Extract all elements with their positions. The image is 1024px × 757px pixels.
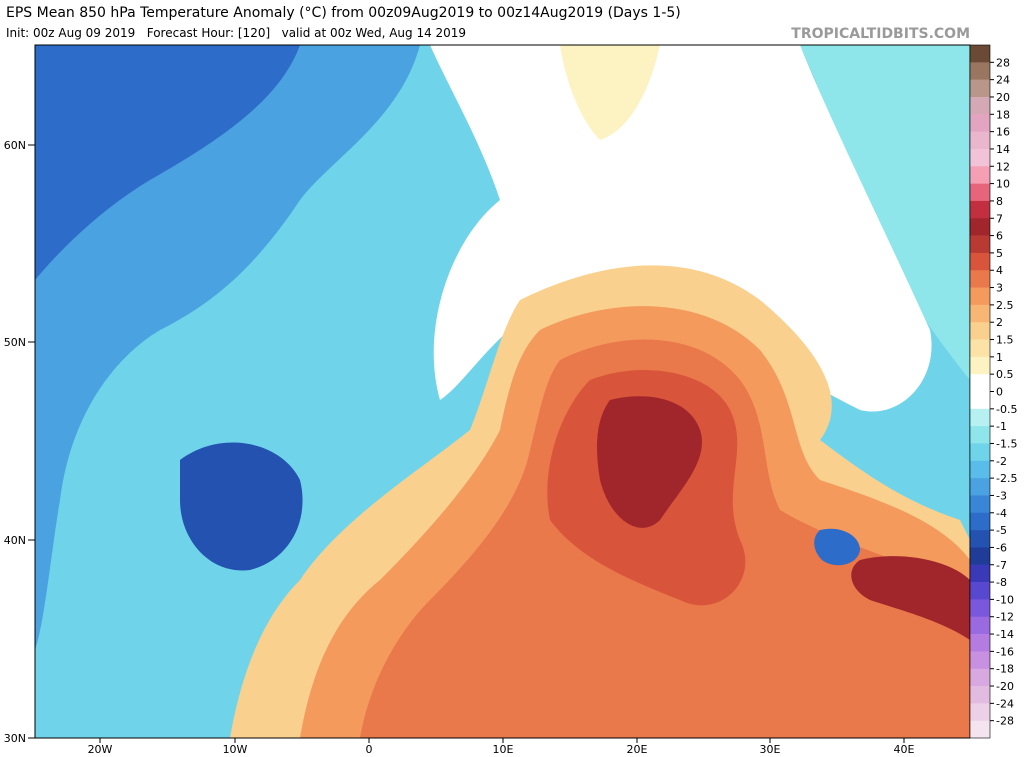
lat-label: 30N [4,732,26,745]
colorbar-label: 16 [996,126,1010,139]
colorbar-swatch [970,564,990,583]
colorbar-label: 18 [996,108,1010,121]
colorbar-label: 0 [996,386,1003,399]
colorbar-swatch [970,582,990,600]
lon-label: 10W [223,743,248,756]
colorbar-swatch [970,599,990,618]
colorbar-swatch [970,79,990,98]
colorbar-swatch [970,114,990,132]
colorbar-label: 12 [996,160,1010,173]
colorbar-label: 6 [996,230,1003,243]
colorbar-swatch [970,391,990,410]
colorbar-label: -7 [996,559,1007,572]
colorbar-swatch [970,478,990,496]
colorbar-swatch [970,322,990,340]
colorbar-label: 1.5 [996,334,1014,347]
colorbar-swatch [970,339,990,358]
colorbar-swatch [970,131,990,150]
colorbar-label: -14 [996,628,1014,641]
colorbar-swatch [970,252,990,271]
map [34,44,971,739]
colorbar-label: -1.5 [996,437,1017,450]
lat-label: 50N [4,336,26,349]
colorbar-label: -4 [996,507,1007,520]
colorbar-label: -16 [996,645,1014,658]
colorbar-swatch [970,443,990,462]
colorbar-label: -5 [996,524,1007,537]
colorbar-swatch [970,304,990,323]
colorbar-label: -8 [996,576,1007,589]
lon-label: 0 [366,743,373,756]
lon-label: 40E [894,743,915,756]
colorbar-swatch [970,720,990,739]
colorbar-swatch [970,62,990,80]
colorbar-label: -10 [996,593,1014,606]
colorbar-swatch [970,530,990,548]
colorbar-label: -2 [996,455,1007,468]
colorbar-label: -18 [996,663,1014,676]
colorbar-swatch [970,703,990,721]
colorbar-label: -1 [996,420,1007,433]
colorbar-label: 2 [996,316,1003,329]
colorbar-swatch [970,235,990,254]
colorbar-swatch [970,270,990,288]
colorbar-label: -6 [996,541,1007,554]
colorbar-swatch [970,96,990,115]
axis-labels: 60N 50N 40N 30N 20W 10W 0 10E 20E 30E 40E [4,139,915,756]
colorbar-label: -24 [996,697,1014,710]
colorbar-swatch [970,512,990,531]
colorbar-swatch [970,547,990,566]
colorbar-swatch [970,616,990,635]
lat-label: 60N [4,139,26,152]
colorbar-label: -12 [996,611,1014,624]
colorbar-label: 5 [996,247,1003,260]
lon-label: 20E [627,743,648,756]
colorbar-label: 0.5 [996,368,1014,381]
colorbar-label: 14 [996,143,1010,156]
colorbar-swatch [970,686,990,704]
colorbar-label: 24 [996,74,1010,87]
colorbar-swatch [970,148,990,167]
colorbar-label: 2.5 [996,299,1014,312]
colorbar-swatch [970,426,990,444]
lon-label: 30E [760,743,781,756]
lat-label: 40N [4,534,26,547]
colorbar-label: -20 [996,680,1014,693]
colorbar: 28 24 20 18 16 14 12 10 8 7 6 5 4 3 2.5 2 1.5 1 0.5 0 -0.5 -1… [969,44,1017,739]
colorbar-swatch [970,183,990,202]
colorbar-swatch [970,634,990,652]
colorbar-swatch [970,668,990,687]
colorbar-swatch [970,408,990,427]
colorbar-label: 3 [996,282,1003,295]
colorbar-swatch [970,218,990,236]
colorbar-swatch [970,287,990,306]
colorbar-label: 4 [996,264,1003,277]
lon-label: 10E [493,743,514,756]
colorbar-label: 8 [996,195,1003,208]
brand: TROPICALTIDBITS.COM [791,26,970,42]
colorbar-label: 7 [996,212,1003,225]
lon-label: 20W [88,743,113,756]
colorbar-swatch [970,460,990,479]
colorbar-swatch [970,651,990,669]
colorbar-label: 1 [996,351,1003,364]
colorbar-swatch [970,374,990,392]
colorbar-label: -3 [996,489,1007,502]
colorbar-label: 20 [996,91,1010,104]
colorbar-swatch [970,166,990,184]
colorbar-label: -0.5 [996,403,1017,416]
colorbar-label: -28 [996,715,1014,728]
colorbar-label: 10 [996,178,1010,191]
title: EPS Mean 850 hPa Temperature Anomaly (°C… [6,5,681,21]
colorbar-swatch [970,356,990,375]
subtitle: Init: 00z Aug 09 2019 Forecast Hour: [12… [6,26,466,40]
colorbar-swatch [970,45,990,63]
colorbar-swatch [970,495,990,514]
colorbar-label: -2.5 [996,472,1017,485]
colorbar-label: 28 [996,56,1010,69]
colorbar-swatch [970,200,990,219]
